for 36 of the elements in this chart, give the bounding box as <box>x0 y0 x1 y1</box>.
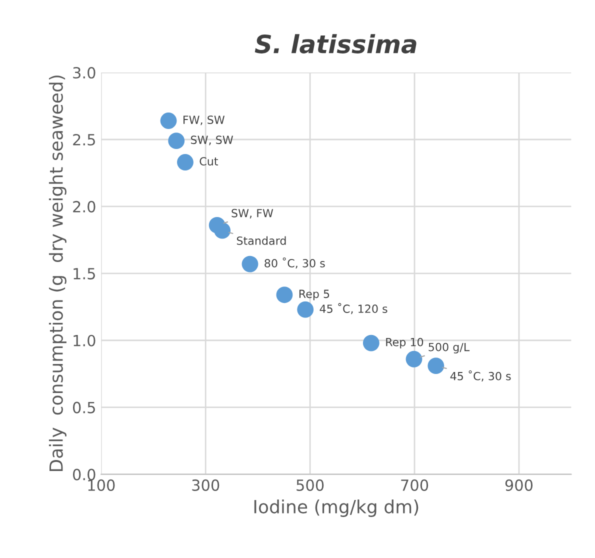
annotation: Rep 5 <box>299 290 330 300</box>
y-tick-label: 1.5 <box>74 268 95 280</box>
annotation: Standard <box>236 236 286 245</box>
chart-title: S. latissima <box>254 34 416 54</box>
annotation: Rep 10 <box>386 338 424 348</box>
annotation: 80 ˚C, 30 s <box>264 258 325 269</box>
annotation: SW, SW <box>190 136 234 146</box>
point <box>297 301 314 318</box>
annotation: Cut <box>200 157 218 166</box>
annotation: FW, SW <box>184 116 225 126</box>
point <box>214 222 231 239</box>
x-tick-label: 500 <box>296 479 324 491</box>
point <box>177 154 194 170</box>
x-tick-label: 100 <box>88 479 115 491</box>
annotation: 45 ˚C, 30 s <box>450 370 511 382</box>
y-tick-label: 0.5 <box>73 402 95 414</box>
point <box>406 350 422 368</box>
annotation: 45 ˚C, 120 s <box>320 303 388 314</box>
y-axis-title: Daily consumption (g dry weight seaweed) <box>48 76 66 472</box>
point <box>168 132 185 150</box>
y-tick-label: 0.0 <box>73 468 96 480</box>
x-tick-label: 700 <box>401 479 428 491</box>
x-axis-title: Iodine (mg/kg dm) <box>254 500 418 517</box>
x-tick-label: 300 <box>192 479 220 491</box>
point <box>276 286 293 304</box>
point <box>428 358 444 374</box>
point <box>362 334 380 352</box>
y-tick-label: 2.5 <box>73 134 95 146</box>
y-tick-label: 3.0 <box>73 67 96 79</box>
point <box>160 112 177 129</box>
point <box>242 256 258 272</box>
x-tick-label: 900 <box>505 479 533 491</box>
annotation: 500 g/L <box>428 342 470 354</box>
y-tick-label: 1.0 <box>74 334 96 346</box>
y-tick-label: 2.0 <box>73 200 96 212</box>
annotation: SW, FW <box>232 208 274 218</box>
